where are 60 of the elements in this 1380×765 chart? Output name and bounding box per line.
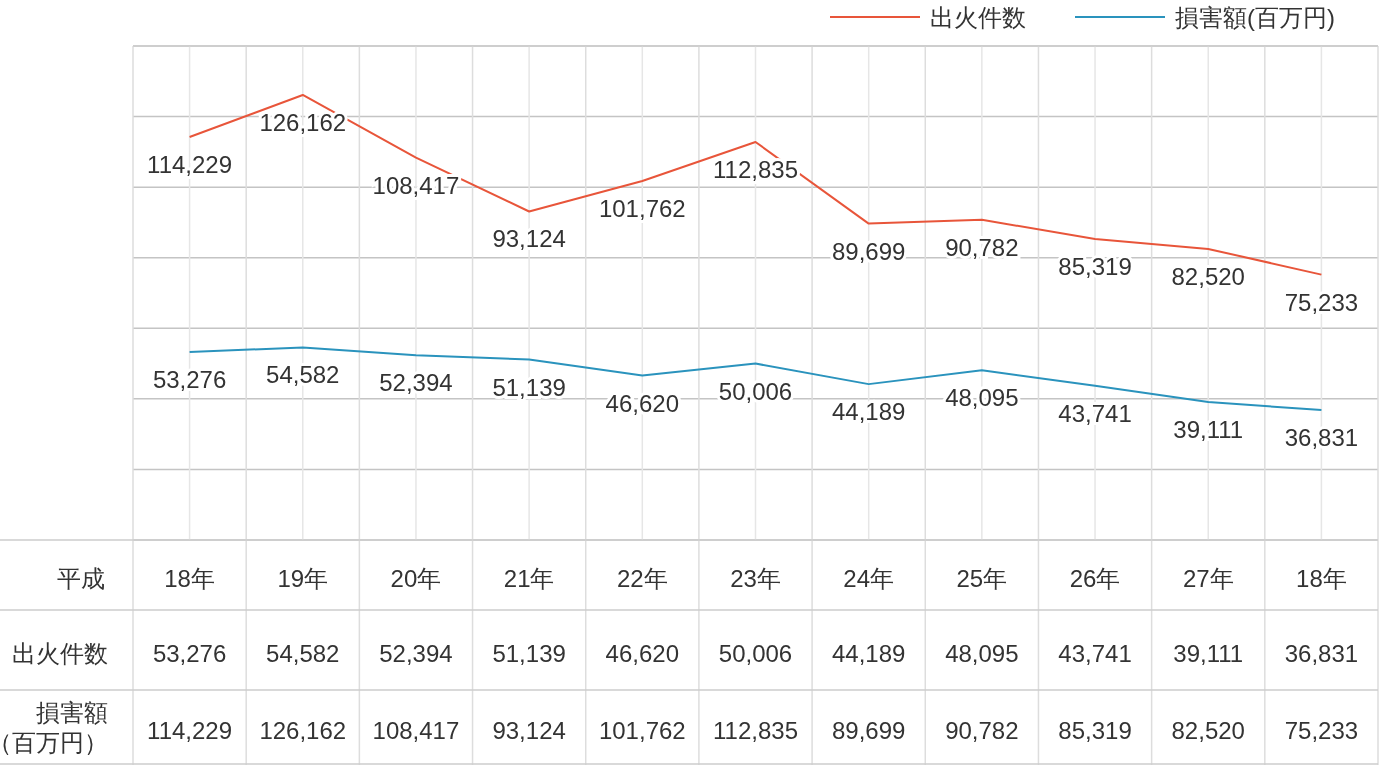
x-tick-label: 22年 xyxy=(616,565,668,592)
text: 50,006 xyxy=(718,640,793,667)
data-label: 126,162 xyxy=(259,108,347,136)
text: 85,319 xyxy=(1058,717,1132,744)
text: 53,276 xyxy=(152,640,227,667)
text: 44,189 xyxy=(831,640,906,667)
text: 101,762 xyxy=(598,717,686,744)
data-label: 90,782 xyxy=(945,233,1019,261)
data-label: 46,620 xyxy=(605,389,680,417)
text: 48,095 xyxy=(945,640,1019,667)
data-label: 53,276 xyxy=(152,366,227,394)
text: 93,124 xyxy=(492,717,566,744)
text: 39,111 xyxy=(1173,640,1244,667)
data-label: 114,229 xyxy=(147,151,233,179)
text: 108,417 xyxy=(372,717,460,744)
x-tick-label: 19年 xyxy=(277,565,329,592)
data-label: 108,417 xyxy=(372,171,460,199)
text: 89,699 xyxy=(831,717,906,744)
x-tick-label: 24年 xyxy=(843,565,895,592)
data-label: 112,835 xyxy=(713,155,798,183)
text: 43,741 xyxy=(1058,640,1132,667)
data-label: 43,741 xyxy=(1058,399,1132,427)
text: 出火件数 xyxy=(12,640,108,667)
text: 平成 xyxy=(57,565,105,592)
text: 112,835 xyxy=(713,717,798,744)
x-tick-label: 20年 xyxy=(390,565,442,592)
text: 75,233 xyxy=(1284,717,1359,744)
x-tick-label: 18年 xyxy=(164,565,215,592)
data-label: 93,124 xyxy=(492,225,566,253)
text: 126,162 xyxy=(259,717,347,744)
text: 90,782 xyxy=(945,717,1019,744)
text: 36,831 xyxy=(1284,640,1359,667)
x-tick-label: 23年 xyxy=(730,565,781,592)
data-label: 89,699 xyxy=(831,237,906,265)
legend-label: 出火件数 xyxy=(930,4,1026,31)
x-tick-label: 25年 xyxy=(956,565,1008,592)
data-label: 50,006 xyxy=(718,377,793,405)
text: 46,620 xyxy=(605,640,680,667)
text: 114,229 xyxy=(147,717,233,744)
text: 51,139 xyxy=(492,640,566,667)
legend-label: 損害額(百万円) xyxy=(1175,4,1335,31)
data-label: 36,831 xyxy=(1284,424,1359,452)
data-label: 51,139 xyxy=(492,373,566,401)
x-tick-label: 21年 xyxy=(503,565,555,592)
data-label: 82,520 xyxy=(1171,262,1245,290)
text: 82,520 xyxy=(1171,717,1245,744)
data-label: 101,762 xyxy=(598,195,686,223)
data-label: 85,319 xyxy=(1058,253,1132,281)
data-label: 44,189 xyxy=(831,398,906,426)
data-label: 52,394 xyxy=(379,369,453,397)
data-label: 54,582 xyxy=(266,361,340,389)
data-label: 39,111 xyxy=(1173,416,1244,444)
data-label: 75,233 xyxy=(1284,288,1359,316)
x-tick-label: 27年 xyxy=(1182,565,1234,592)
text: 54,582 xyxy=(266,640,340,667)
text: 52,394 xyxy=(379,640,453,667)
x-tick-label: 26年 xyxy=(1069,565,1121,592)
x-tick-label: 18年 xyxy=(1296,565,1347,592)
data-label: 48,095 xyxy=(945,384,1019,412)
text: 損害額（百万円） xyxy=(0,699,108,756)
